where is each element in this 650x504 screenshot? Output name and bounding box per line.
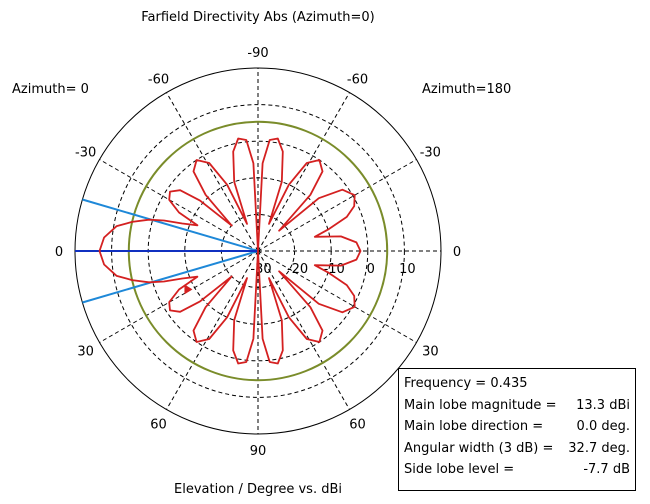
angle-grid-line xyxy=(166,250,259,410)
main-lobe-direction-label: Main lobe direction = xyxy=(404,419,544,434)
side-lobe-level-value: -7.7 dB xyxy=(583,462,630,477)
angle-tick-label: -30 xyxy=(420,146,441,161)
angle-tick-label: 30 xyxy=(422,345,439,360)
main-lobe-magnitude-value: 13.3 dBi xyxy=(576,397,630,413)
angle-grid-line xyxy=(99,250,259,343)
radial-grid-circle xyxy=(111,104,405,398)
radial-tick-labels: -30 -20 -10 0 10 xyxy=(250,262,415,277)
pattern-series xyxy=(75,137,362,365)
chart-title: Farfield Directivity Abs (Azimuth=0) xyxy=(141,10,374,25)
angle-tick-label: -60 xyxy=(148,73,169,88)
info-main-lobe-direction: Main lobe direction = 0.0 deg. xyxy=(404,416,630,438)
angle-grid-line xyxy=(99,159,259,252)
side-lobe-level-label: Side lobe level = xyxy=(404,462,515,477)
angle-grid-line xyxy=(166,92,259,252)
right-azimuth-label: Azimuth=180 xyxy=(422,82,511,97)
info-side-lobe-level: Side lobe level = -7.7 dB xyxy=(404,459,630,481)
angle-tick-label: 0 xyxy=(55,245,63,260)
angle-tick-label: -30 xyxy=(75,146,96,161)
angle-tick-label: 30 xyxy=(77,345,94,360)
angle-tick-label: 0 xyxy=(453,245,461,260)
angle-tick-label: 60 xyxy=(150,417,167,432)
radial-tick-label: 10 xyxy=(399,262,416,277)
radial-tick-label: -10 xyxy=(324,262,345,277)
angle-tick-label: -60 xyxy=(347,73,368,88)
radial-tick-label: -30 xyxy=(250,262,271,277)
angle-tick-label: -90 xyxy=(247,46,268,61)
angle-tick-label: 90 xyxy=(250,444,267,459)
angle-grid-line xyxy=(257,250,350,410)
angle-grid-line xyxy=(257,92,350,252)
info-angular-width: Angular width (3 dB) = 32.7 deg. xyxy=(404,438,630,460)
radial-tick-label: 0 xyxy=(367,262,375,277)
info-main-lobe-magnitude: Main lobe magnitude = 13.3 dBi xyxy=(404,395,630,417)
info-frequency: Frequency = 0.435 xyxy=(404,373,630,395)
main-lobe-magnitude-label: Main lobe magnitude = xyxy=(404,397,557,413)
main-lobe-direction-value: 0.0 deg. xyxy=(576,419,630,434)
pattern-curve xyxy=(98,137,362,365)
angle-grid-line xyxy=(257,250,417,343)
radial-tick-label: -20 xyxy=(287,262,308,277)
beamwidth-line xyxy=(82,198,259,252)
angle-grid-line xyxy=(257,159,417,252)
x-axis-label: Elevation / Degree vs. dBi xyxy=(174,482,342,497)
frequency-text: Frequency = 0.435 xyxy=(404,376,528,391)
angular-width-label: Angular width (3 dB) = xyxy=(404,440,554,456)
pattern-arrow-marker xyxy=(184,284,193,295)
info-box: Frequency = 0.435 Main lobe magnitude = … xyxy=(398,368,636,491)
beamwidth-line xyxy=(82,250,259,304)
left-azimuth-label: Azimuth= 0 xyxy=(12,82,89,97)
angle-tick-label: 60 xyxy=(349,417,366,432)
angle-tick-labels: -90 -60 -30 0 30 60 90 60 30 0 -30 -60 xyxy=(55,46,461,459)
angular-width-value: 32.7 deg. xyxy=(568,440,630,456)
